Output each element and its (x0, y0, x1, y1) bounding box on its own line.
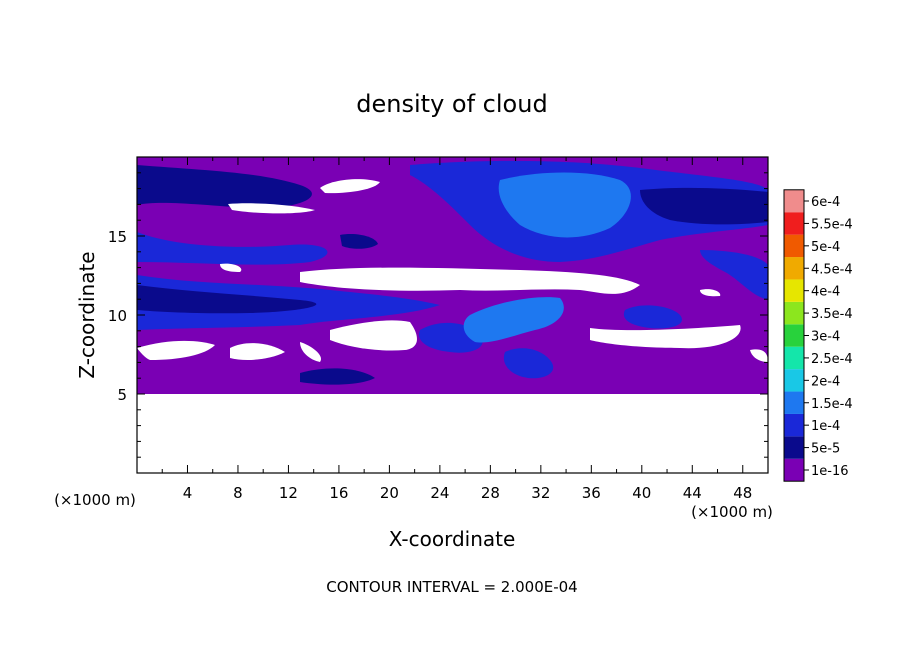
colorbar-label: 3e-4 (811, 330, 840, 345)
colorbar-label: 1e-4 (811, 419, 840, 434)
colorbar-frame (783, 189, 805, 482)
y-tick-label: 10 (108, 307, 127, 325)
colorbar-swatch (784, 413, 804, 437)
x-axis-ticks: 4 8 12 16 20 24 28 32 36 40 44 48 (161, 157, 752, 502)
x-tick-label: 16 (329, 484, 348, 502)
x-axis-label: X-coordinate (389, 527, 516, 551)
no-data-region (330, 320, 417, 351)
colorbar-swatch (784, 369, 804, 392)
no-data-region (230, 343, 285, 360)
density-contour-region (463, 297, 564, 343)
no-data-region (590, 325, 741, 349)
colorbar-swatch (784, 301, 804, 325)
colorbar-swatch (784, 458, 804, 482)
colorbar-label: 4e-4 (811, 285, 840, 300)
y-unit-label: (×1000 m) (54, 491, 136, 509)
colorbar-swatch (784, 189, 804, 213)
colorbar-swatch (784, 346, 804, 370)
no-data-region (750, 349, 768, 362)
x-tick-label: 40 (632, 484, 651, 502)
x-tick-label: 20 (380, 484, 399, 502)
y-tick-label: 5 (117, 386, 127, 404)
x-tick-label: 36 (582, 484, 601, 502)
x-unit-label: (×1000 m) (691, 503, 773, 521)
colorbar-label: 5e-4 (811, 240, 840, 255)
no-data-region (300, 342, 321, 362)
chart-title: density of cloud (356, 90, 547, 118)
colorbar: 1e-16 5e-5 1e-4 1.5e-4 2e-4 2.5e-4 3e-4 3.5e-4 4… (783, 189, 853, 482)
density-contour-region (640, 187, 768, 225)
colorbar-swatch (784, 324, 804, 347)
no-data-region (220, 263, 242, 272)
no-data-region (700, 289, 721, 297)
no-data-region (300, 267, 640, 294)
colorbar-label: 1e-16 (811, 464, 849, 479)
x-tick-label: 28 (481, 484, 500, 502)
no-data-region (228, 203, 315, 214)
colorbar-label: 3.5e-4 (811, 307, 853, 322)
colorbar-swatch (784, 234, 804, 258)
no-data-region (137, 340, 215, 360)
density-contour-region (340, 234, 378, 249)
x-tick-label: 4 (183, 484, 193, 502)
density-contour-region (137, 232, 328, 265)
colorbar-label: 1.5e-4 (811, 397, 853, 412)
x-tick-label: 48 (733, 484, 752, 502)
colorbar-swatch (784, 212, 804, 235)
x-tick-label: 8 (233, 484, 243, 502)
y-tick-label: 15 (108, 228, 127, 246)
colorbar-label: 2e-4 (811, 374, 840, 389)
below-data-region (137, 394, 768, 473)
density-contour-region (623, 305, 682, 329)
density-contour-region (137, 165, 312, 209)
x-tick-label: 12 (279, 484, 298, 502)
no-data-region (320, 179, 380, 194)
colorbar-swatch (784, 257, 804, 280)
x-tick-label: 24 (430, 484, 449, 502)
x-tick-label: 32 (531, 484, 550, 502)
colorbar-label: 6e-4 (811, 195, 840, 210)
cloud-density-field (137, 157, 768, 473)
colorbar-swatch (784, 391, 804, 414)
density-contour-region (700, 250, 768, 300)
y-axis-ticks: 5 10 15 (108, 172, 768, 458)
colorbar-label: 5.5e-4 (811, 217, 853, 232)
contour-interval-note: CONTOUR INTERVAL = 2.000E-04 (326, 578, 577, 596)
x-tick-label: 44 (683, 484, 702, 502)
colorbar-swatch (784, 436, 804, 459)
y-axis-label: Z-coordinate (75, 251, 99, 378)
colorbar-swatch (784, 279, 804, 302)
density-contour-region (503, 348, 554, 379)
density-contour-region (498, 172, 631, 238)
colorbar-label: 5e-5 (811, 442, 840, 457)
colorbar-label: 2.5e-4 (811, 352, 853, 367)
density-contour-region (137, 285, 317, 314)
density-contour-region (300, 368, 375, 385)
colorbar-label: 4.5e-4 (811, 262, 853, 277)
